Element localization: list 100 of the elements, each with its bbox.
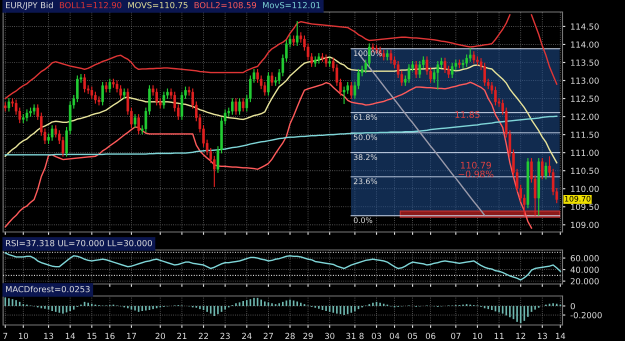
y-tick-label: 111.50 xyxy=(571,132,599,138)
candlestick xyxy=(155,88,158,106)
x-tick-label: 27 xyxy=(264,332,273,339)
x-tick-label: 10 xyxy=(18,332,28,340)
candlestick xyxy=(382,49,386,61)
x-tick-label: 15 xyxy=(87,332,96,340)
candlestick xyxy=(483,62,486,86)
candlestick xyxy=(472,50,476,64)
annotation: 11.85 xyxy=(455,111,480,118)
x-tick-label: 13 xyxy=(44,332,54,340)
x-tick-label: 14 xyxy=(556,332,566,339)
candlestick xyxy=(544,162,548,180)
annotation: −0.98% xyxy=(458,170,494,178)
x-tick-label: 05 xyxy=(408,332,418,340)
y-tick-label: 109.00 xyxy=(571,222,599,228)
candlestick xyxy=(328,57,331,68)
text: MovS=112.01 xyxy=(263,2,320,8)
annotation: 110.79 xyxy=(460,162,491,169)
x-tick-label: 23 xyxy=(220,332,230,340)
text: BOLL1=112.90 xyxy=(60,2,122,8)
x-tick-label: 24 xyxy=(242,332,252,339)
x-tick-label: 10 xyxy=(473,332,482,340)
x-tick-label: 14 xyxy=(66,332,75,339)
chart-title: EUR/JPY Bid xyxy=(6,2,53,10)
x-tick-label: 16 xyxy=(105,332,115,340)
candlestick xyxy=(444,57,446,74)
candlestick xyxy=(414,60,418,79)
candlestick xyxy=(90,86,94,100)
x-tick-label: 17 xyxy=(127,332,136,339)
x-tick-label: 06 xyxy=(426,332,436,340)
y-tick-label: 109.50 xyxy=(571,204,599,210)
x-tick-label: 07 xyxy=(451,332,460,340)
candlestick xyxy=(468,48,472,62)
y-tick-label: 114.50 xyxy=(571,23,599,30)
candlestick xyxy=(408,64,410,84)
text: MOVS=110.75 xyxy=(128,2,188,8)
candlestick xyxy=(292,34,295,46)
candlestick xyxy=(300,32,302,44)
x-tick-label: 03 xyxy=(372,332,382,340)
y-tick-label: 114.00 xyxy=(571,41,599,48)
candlestick xyxy=(98,96,100,106)
x-tick-label: 13 xyxy=(538,332,547,340)
y-tick-label: 60.000 xyxy=(570,255,599,262)
candlestick xyxy=(32,104,36,116)
candlestick xyxy=(436,60,440,90)
candlestick xyxy=(108,78,112,93)
candlestick xyxy=(137,114,140,135)
x-tick-label: 31 8 xyxy=(346,332,364,340)
candlestick xyxy=(8,98,10,112)
candlestick xyxy=(346,81,349,94)
candlestick xyxy=(231,98,234,116)
candlestick xyxy=(541,158,544,180)
x-tick-label: 12 xyxy=(516,332,526,339)
candlestick xyxy=(450,62,454,79)
candlestick xyxy=(476,56,479,66)
candlestick xyxy=(264,81,266,96)
line-series xyxy=(4,252,562,281)
candlestick xyxy=(494,86,497,106)
candlestick xyxy=(119,84,122,100)
line-series xyxy=(4,82,532,229)
y-tick-label: 110.00 xyxy=(571,186,599,192)
candlestick xyxy=(386,49,389,61)
y-tick-label: 0 xyxy=(570,302,575,310)
candlestick xyxy=(112,78,115,88)
candlestick xyxy=(390,49,392,64)
candlestick xyxy=(314,56,317,68)
y-tick-label: -0.2000 xyxy=(570,312,602,318)
candlestick xyxy=(4,102,7,112)
y-tick-label: 20.000 xyxy=(570,278,599,284)
text: BOLL2=108.59 xyxy=(194,2,256,8)
candlestick xyxy=(270,72,274,86)
y-tick-label: 110.50 xyxy=(571,168,599,174)
candlestick xyxy=(26,108,28,122)
candlestick xyxy=(350,81,353,100)
candlestick xyxy=(324,54,328,68)
candlestick xyxy=(104,81,108,93)
x-tick-label: 20 xyxy=(156,332,166,340)
candlestick xyxy=(242,98,244,112)
chart-title: MACDforest=0.0253 xyxy=(6,286,90,292)
candlestick xyxy=(18,107,21,124)
candlestick xyxy=(134,114,136,128)
candlestick xyxy=(267,72,270,96)
candlestick xyxy=(318,52,320,64)
candlestick xyxy=(342,86,346,105)
candlestick xyxy=(50,124,54,142)
candlestick xyxy=(418,60,422,79)
candlestick xyxy=(29,107,32,118)
candlestick xyxy=(54,124,58,138)
x-tick-label: 28 xyxy=(285,332,295,340)
x-tick-label: 30 xyxy=(325,332,334,340)
x-tick-label: 29 xyxy=(303,332,313,340)
y-tick-label: 111.00 xyxy=(571,150,599,156)
y-tick-label: 112.50 xyxy=(571,96,599,102)
x-tick-label: 21 xyxy=(177,332,186,339)
x-tick-label: 7 xyxy=(3,332,8,339)
y-tick-label: 112.00 xyxy=(571,114,599,120)
candlestick xyxy=(101,81,104,106)
candlestick xyxy=(234,98,238,116)
candlestick xyxy=(83,73,86,93)
x-tick-label: 04 xyxy=(390,332,400,340)
